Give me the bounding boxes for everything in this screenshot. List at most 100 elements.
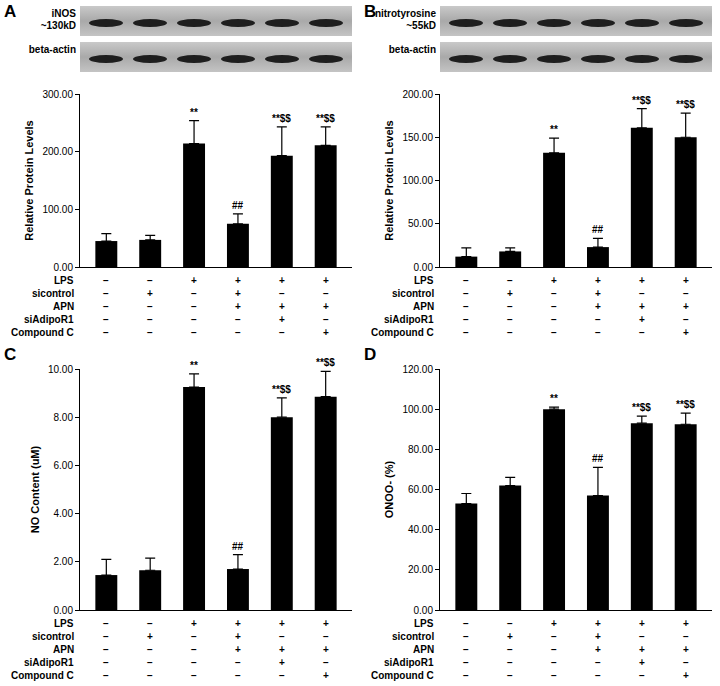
svg-text:−: − bbox=[463, 618, 469, 629]
svg-text:−: − bbox=[191, 288, 197, 299]
svg-text:−: − bbox=[323, 314, 329, 325]
svg-text:**$$: **$$ bbox=[316, 113, 335, 124]
svg-text:−: − bbox=[595, 657, 601, 668]
svg-text:−: − bbox=[507, 644, 513, 655]
svg-text:200.00: 200.00 bbox=[42, 146, 73, 157]
svg-text:−: − bbox=[507, 670, 513, 681]
svg-text:+: + bbox=[279, 644, 285, 655]
svg-text:−: − bbox=[683, 631, 689, 642]
svg-text:−: − bbox=[463, 314, 469, 325]
svg-text:Relative Protein Levels: Relative Protein Levels bbox=[23, 120, 35, 240]
svg-text:−: − bbox=[235, 314, 241, 325]
svg-text:−: − bbox=[103, 657, 109, 668]
svg-text:−: − bbox=[551, 301, 557, 312]
svg-text:−: − bbox=[147, 644, 153, 655]
svg-text:**$$: **$$ bbox=[632, 402, 651, 413]
svg-text:LPS: LPS bbox=[54, 618, 74, 629]
svg-text:−: − bbox=[191, 670, 197, 681]
svg-text:sicontrol: sicontrol bbox=[32, 288, 74, 299]
svg-text:+: + bbox=[279, 314, 285, 325]
svg-text:−: − bbox=[279, 327, 285, 338]
svg-text:−: − bbox=[103, 275, 109, 286]
svg-text:+: + bbox=[595, 631, 601, 642]
svg-text:LPS: LPS bbox=[54, 275, 74, 286]
svg-text:100.00: 100.00 bbox=[402, 175, 433, 186]
svg-text:+: + bbox=[191, 618, 197, 629]
svg-text:+: + bbox=[595, 288, 601, 299]
svg-text:+: + bbox=[323, 327, 329, 338]
svg-text:−: − bbox=[103, 301, 109, 312]
svg-text:+: + bbox=[279, 618, 285, 629]
svg-text:0.00: 0.00 bbox=[54, 262, 74, 273]
svg-text:−: − bbox=[323, 631, 329, 642]
svg-text:+: + bbox=[235, 644, 241, 655]
svg-text:**: ** bbox=[550, 124, 558, 135]
svg-text:+: + bbox=[595, 618, 601, 629]
svg-text:120.00: 120.00 bbox=[402, 364, 433, 375]
svg-text:##: ## bbox=[592, 453, 604, 464]
svg-text:Compound C: Compound C bbox=[11, 670, 74, 681]
svg-text:−: − bbox=[463, 644, 469, 655]
svg-text:siAdipoR1: siAdipoR1 bbox=[384, 657, 434, 668]
svg-text:−: − bbox=[683, 288, 689, 299]
svg-text:−: − bbox=[103, 288, 109, 299]
svg-text:−: − bbox=[507, 314, 513, 325]
svg-text:##: ## bbox=[592, 224, 604, 235]
svg-text:+: + bbox=[639, 644, 645, 655]
svg-text:−: − bbox=[191, 301, 197, 312]
svg-text:##: ## bbox=[232, 541, 244, 552]
svg-text:LPS: LPS bbox=[414, 618, 434, 629]
svg-text:−: − bbox=[323, 288, 329, 299]
svg-text:+: + bbox=[683, 644, 689, 655]
svg-text:APN: APN bbox=[413, 301, 434, 312]
svg-text:+: + bbox=[507, 631, 513, 642]
svg-text:+: + bbox=[279, 275, 285, 286]
svg-text:−: − bbox=[103, 644, 109, 655]
svg-text:−: − bbox=[191, 631, 197, 642]
svg-text:+: + bbox=[507, 288, 513, 299]
svg-text:−: − bbox=[279, 631, 285, 642]
svg-text:sicontrol: sicontrol bbox=[32, 631, 74, 642]
svg-text:**$$: **$$ bbox=[632, 95, 651, 106]
svg-text:+: + bbox=[323, 275, 329, 286]
svg-text:−: − bbox=[323, 657, 329, 668]
svg-text:−: − bbox=[463, 327, 469, 338]
svg-text:sicontrol: sicontrol bbox=[392, 288, 434, 299]
svg-text:+: + bbox=[639, 657, 645, 668]
svg-text:0.00: 0.00 bbox=[54, 605, 74, 616]
svg-text:−: − bbox=[463, 670, 469, 681]
svg-text:10.00: 10.00 bbox=[48, 364, 73, 375]
svg-text:−: − bbox=[639, 631, 645, 642]
svg-text:−: − bbox=[507, 301, 513, 312]
svg-text:−: − bbox=[147, 314, 153, 325]
svg-text:+: + bbox=[639, 301, 645, 312]
svg-text:+: + bbox=[323, 301, 329, 312]
svg-text:APN: APN bbox=[53, 301, 74, 312]
svg-text:−: − bbox=[235, 327, 241, 338]
svg-text:2.00: 2.00 bbox=[54, 556, 74, 567]
svg-text:+: + bbox=[235, 618, 241, 629]
svg-text:−: − bbox=[551, 314, 557, 325]
svg-text:0.00: 0.00 bbox=[414, 262, 434, 273]
svg-text:+: + bbox=[639, 314, 645, 325]
svg-text:+: + bbox=[595, 275, 601, 286]
svg-text:APN: APN bbox=[53, 644, 74, 655]
svg-text:+: + bbox=[323, 618, 329, 629]
svg-text:−: − bbox=[639, 327, 645, 338]
svg-text:Compound C: Compound C bbox=[11, 327, 74, 338]
svg-text:+: + bbox=[683, 301, 689, 312]
svg-text:−: − bbox=[507, 275, 513, 286]
svg-text:−: − bbox=[147, 618, 153, 629]
svg-text:**: ** bbox=[190, 107, 198, 118]
svg-text:−: − bbox=[595, 314, 601, 325]
svg-text:0.00: 0.00 bbox=[414, 605, 434, 616]
svg-text:−: − bbox=[595, 327, 601, 338]
svg-text:−: − bbox=[191, 657, 197, 668]
svg-text:−: − bbox=[551, 288, 557, 299]
svg-text:−: − bbox=[147, 301, 153, 312]
svg-text:−: − bbox=[551, 631, 557, 642]
svg-text:100.00: 100.00 bbox=[402, 404, 433, 415]
svg-text:−: − bbox=[551, 657, 557, 668]
svg-text:−: − bbox=[279, 288, 285, 299]
svg-text:**: ** bbox=[550, 393, 558, 404]
